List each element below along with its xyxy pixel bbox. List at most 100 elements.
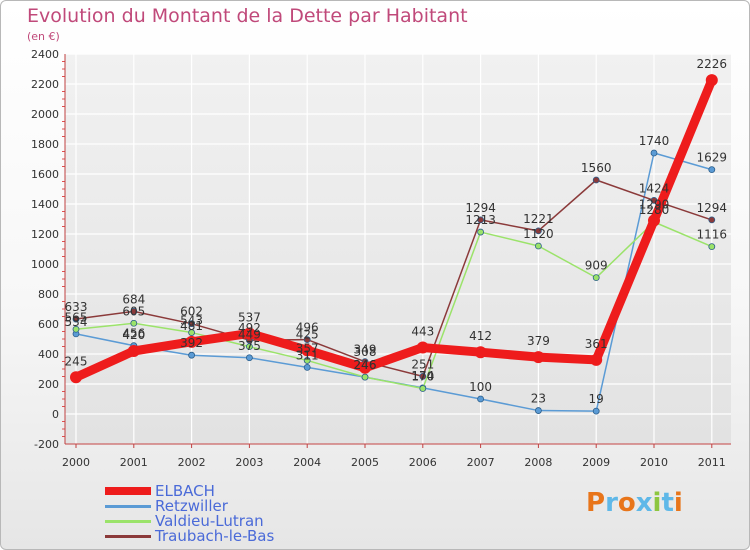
y-tick-label: 2200 <box>31 78 59 91</box>
chart-title: Evolution du Montant de la Dette par Hab… <box>27 5 468 27</box>
data-point-valdieu-lutran <box>535 242 542 250</box>
data-label-retzwiller: 1629 <box>697 151 728 165</box>
data-label-traubach-le-bas: 633 <box>65 300 88 314</box>
logo-letter: r <box>605 488 618 518</box>
y-tick-label: -200 <box>34 438 59 451</box>
data-point-elbach <box>590 353 603 366</box>
logo-letter: x <box>635 488 653 518</box>
data-label-elbach: 537 <box>238 310 261 324</box>
logo-letter: t <box>661 488 674 518</box>
data-label-valdieu-lutran: 170 <box>411 370 434 384</box>
chart-subtitle: (en €) <box>27 30 60 43</box>
series-line-elbach <box>71 75 717 382</box>
data-label-traubach-le-bas: 496 <box>296 321 319 335</box>
data-point-elbach <box>127 345 140 357</box>
data-point-elbach <box>359 361 371 374</box>
data-point-retzwiller <box>188 351 196 359</box>
x-tick-label: 2010 <box>640 456 668 469</box>
legend-swatch-traubach-le-bas <box>105 535 151 538</box>
y-tick-label: 1400 <box>31 198 59 211</box>
data-point-traubach-le-bas <box>592 176 600 184</box>
legend-label-traubach-le-bas: Traubach-le-Bas <box>155 527 275 545</box>
x-tick-label: 2006 <box>409 456 437 469</box>
data-point-traubach-le-bas <box>72 315 80 323</box>
data-label-valdieu-lutran: 605 <box>122 304 145 318</box>
data-point-elbach <box>648 214 660 227</box>
data-label-retzwiller: 246 <box>354 358 377 372</box>
legend-swatch-valdieu-lutran <box>105 520 151 523</box>
data-label-valdieu-lutran: 449 <box>238 328 261 342</box>
data-label-retzwiller: 456 <box>122 327 145 341</box>
data-label-elbach: 379 <box>527 334 550 348</box>
data-label-traubach-le-bas: 349 <box>354 343 377 357</box>
x-tick-label: 2011 <box>698 456 726 469</box>
data-label-elbach: 412 <box>469 329 492 343</box>
x-tick-label: 2008 <box>524 456 552 469</box>
data-point-valdieu-lutran <box>419 385 427 392</box>
y-tick-label: 2400 <box>31 48 59 61</box>
series-line-valdieu-lutran <box>75 221 713 390</box>
x-tick-label: 2005 <box>351 456 379 469</box>
data-point-retzwiller <box>592 407 600 415</box>
data-label-retzwiller: 174 <box>411 369 434 383</box>
x-tick-label: 2001 <box>120 456 148 469</box>
data-label-retzwiller: 392 <box>180 336 203 350</box>
data-point-retzwiller <box>303 363 311 371</box>
data-point-valdieu-lutran <box>477 228 485 236</box>
legend-swatch-elbach <box>105 487 151 495</box>
logo-letter: o <box>617 488 636 518</box>
data-label-traubach-le-bas: 1294 <box>465 201 496 215</box>
data-label-traubach-le-bas: 1424 <box>639 181 670 195</box>
data-label-valdieu-lutran: 246 <box>354 358 377 372</box>
data-point-traubach-le-bas <box>650 196 658 204</box>
y-tick-label: 0 <box>52 408 59 421</box>
y-tick-label: 800 <box>38 288 59 301</box>
series-line-traubach-le-bas <box>75 179 713 378</box>
data-point-traubach-le-bas <box>303 336 311 344</box>
data-label-valdieu-lutran: 565 <box>65 310 88 324</box>
data-label-elbach: 481 <box>180 319 203 333</box>
data-label-traubach-le-bas: 492 <box>238 321 261 335</box>
x-tick-label: 2009 <box>582 456 610 469</box>
data-label-traubach-le-bas: 1294 <box>697 201 728 215</box>
y-tick-label: 200 <box>38 378 59 391</box>
data-point-retzwiller <box>477 395 485 403</box>
data-point-elbach <box>416 341 429 354</box>
data-label-valdieu-lutran: 543 <box>180 314 203 328</box>
data-label-retzwiller: 19 <box>589 392 604 406</box>
legend-label-elbach: ELBACH <box>155 482 215 500</box>
data-point-traubach-le-bas <box>419 372 427 380</box>
data-point-retzwiller <box>708 166 716 174</box>
data-point-elbach <box>185 335 198 348</box>
data-label-valdieu-lutran: 1213 <box>465 213 496 227</box>
x-tick-label: 2003 <box>235 456 263 469</box>
data-point-traubach-le-bas <box>477 216 485 224</box>
proxiti-logo: Proxiti <box>586 488 683 518</box>
data-label-retzwiller: 311 <box>296 348 319 362</box>
data-label-valdieu-lutran: 357 <box>296 341 319 355</box>
data-label-valdieu-lutran: 909 <box>585 259 608 273</box>
x-tick-label: 2000 <box>62 456 90 469</box>
data-label-valdieu-lutran: 1116 <box>697 228 728 242</box>
data-point-elbach <box>301 344 314 357</box>
logo-letter: i <box>673 488 683 518</box>
data-point-valdieu-lutran <box>72 325 80 333</box>
data-label-retzwiller: 100 <box>469 380 492 394</box>
data-label-elbach: 308 <box>354 345 377 359</box>
x-tick-label: 2007 <box>467 456 495 469</box>
y-tick-label: 1000 <box>31 258 59 271</box>
data-point-traubach-le-bas <box>535 227 542 235</box>
data-point-elbach <box>70 371 82 384</box>
data-point-valdieu-lutran <box>592 274 600 282</box>
data-point-traubach-le-bas <box>708 216 716 224</box>
data-point-retzwiller <box>245 354 253 362</box>
data-label-retzwiller: 23 <box>531 392 546 406</box>
legend-label-retzwiller: Retzwiller <box>155 497 228 515</box>
data-point-valdieu-lutran <box>130 319 138 327</box>
data-label-traubach-le-bas: 684 <box>122 292 145 306</box>
data-label-retzwiller: 534 <box>65 315 88 329</box>
data-label-valdieu-lutran: 1120 <box>523 227 554 241</box>
legend-swatch-retzwiller <box>105 505 151 508</box>
data-point-valdieu-lutran <box>188 329 196 336</box>
